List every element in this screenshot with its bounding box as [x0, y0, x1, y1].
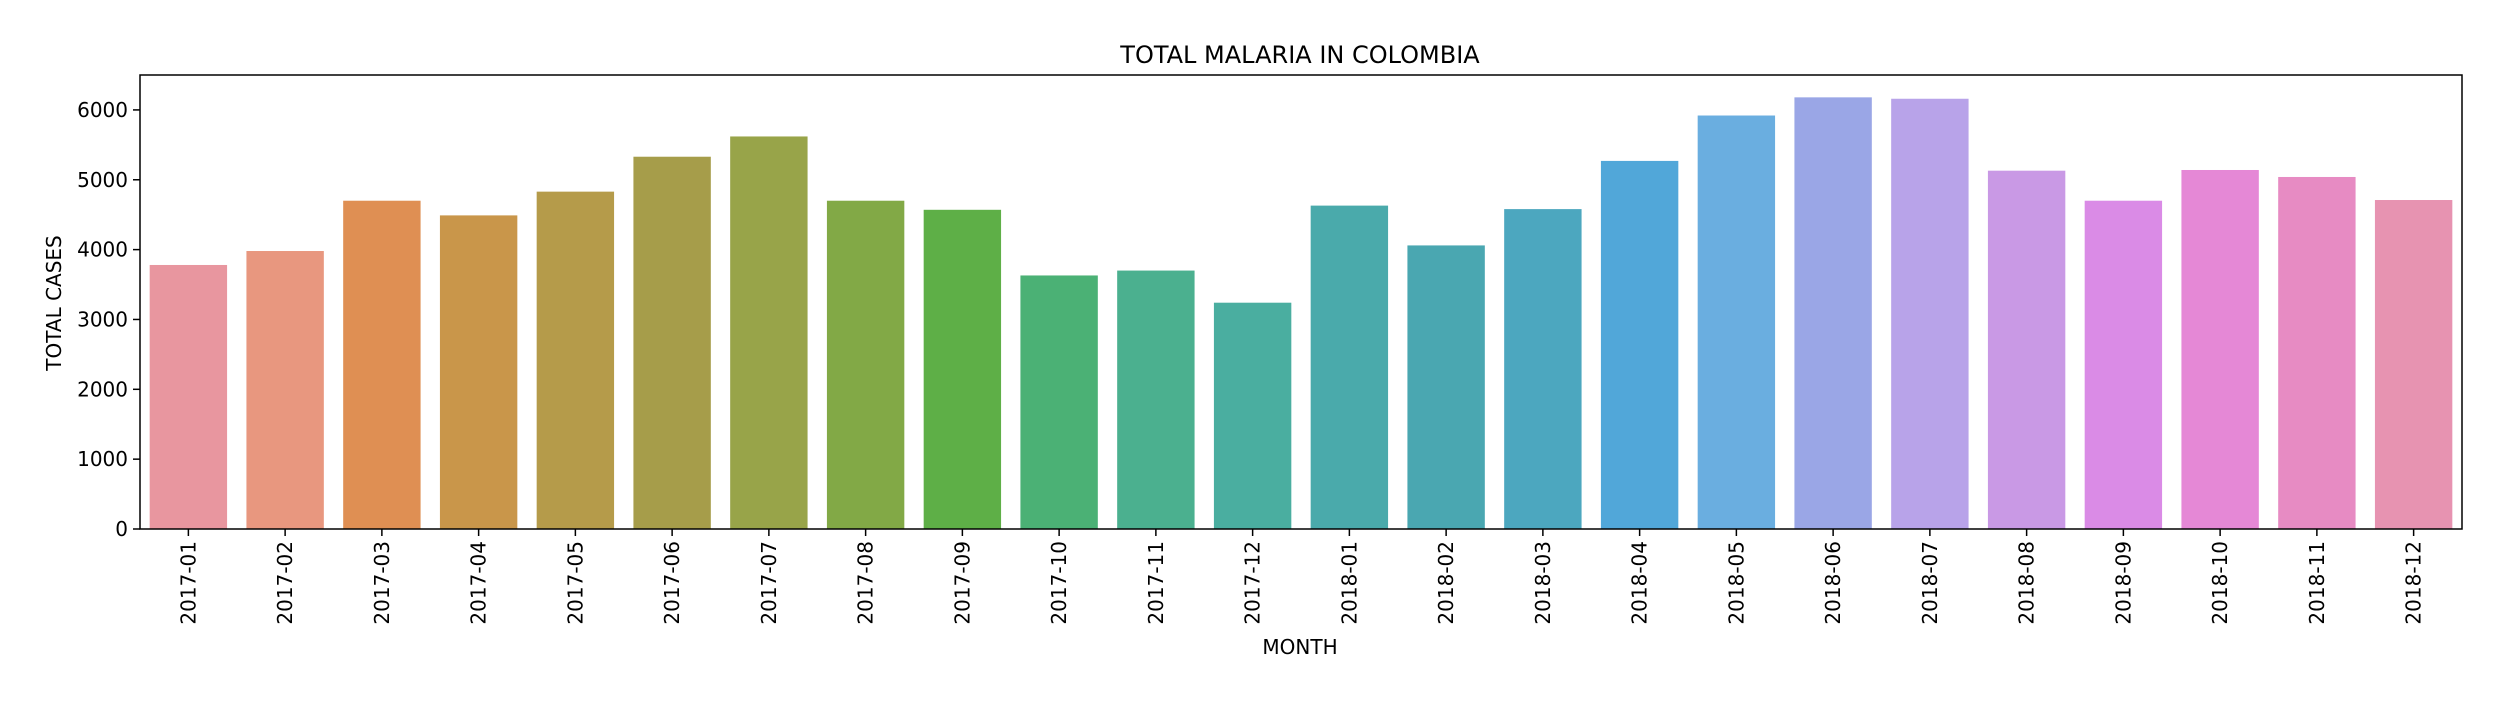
chart-title: TOTAL MALARIA IN COLOMBIA — [1119, 41, 1480, 69]
x-tick-label: 2018-01 — [1337, 541, 1361, 625]
x-tick-label: 2017-05 — [563, 541, 587, 625]
bar-2018-06 — [1794, 97, 1872, 529]
bar-2017-09 — [923, 209, 1002, 530]
bar-2017-07 — [730, 136, 808, 529]
x-tick-label: 2018-04 — [1628, 541, 1652, 625]
x-tick-label: 2017-07 — [757, 541, 781, 625]
bar-2017-11 — [1117, 270, 1195, 529]
x-tick-label: 2018-12 — [2402, 541, 2426, 625]
y-tick-label: 5000 — [77, 168, 128, 192]
y-tick-label: 6000 — [77, 98, 128, 122]
bar-2017-03 — [343, 200, 421, 529]
bar-2018-11 — [2278, 176, 2356, 530]
x-tick-label: 2017-03 — [370, 541, 394, 625]
bar-2018-09 — [2084, 200, 2163, 529]
x-tick-label: 2017-02 — [273, 541, 297, 625]
bar-2018-10 — [2181, 169, 2259, 530]
x-tick-label: 2017-06 — [660, 541, 684, 625]
x-tick-label: 2017-01 — [176, 541, 200, 625]
x-tick-label: 2017-11 — [1144, 541, 1168, 625]
x-axis-ticks: 2017-01 2017-02 2017-03 2017-04 2017-05 2017-… — [176, 529, 2426, 625]
x-tick-label: 2018-09 — [2111, 541, 2135, 625]
bar-2017-08 — [826, 200, 905, 529]
bar-2018-05 — [1697, 115, 1776, 529]
bar-2017-10 — [1020, 275, 1098, 529]
y-tick-label: 0 — [115, 517, 128, 541]
x-axis-label: MONTH — [1262, 635, 1337, 659]
x-tick-label: 2018-08 — [2015, 541, 2039, 625]
x-tick-label: 2018-02 — [1434, 541, 1458, 625]
x-tick-label: 2017-10 — [1047, 541, 1071, 625]
x-tick-label: 2018-10 — [2208, 541, 2232, 625]
x-tick-label: 2018-05 — [1724, 541, 1748, 625]
bar-2017-05 — [536, 191, 615, 529]
bar-2017-06 — [633, 156, 711, 529]
x-tick-label: 2018-07 — [1918, 541, 1942, 625]
y-tick-label: 2000 — [77, 377, 128, 401]
bar-2017-04 — [439, 215, 518, 529]
y-tick-label: 1000 — [77, 447, 128, 471]
bars-group — [149, 97, 2453, 530]
x-tick-label: 2017-09 — [950, 541, 974, 625]
bar-2018-04 — [1600, 160, 1679, 529]
x-tick-label: 2017-12 — [1241, 541, 1265, 625]
bar-2017-01 — [149, 264, 228, 529]
plot-frame — [139, 74, 2463, 530]
bar-2018-01 — [1310, 205, 1389, 530]
bar-2017-12 — [1213, 302, 1292, 529]
x-tick-label: 2017-08 — [854, 541, 878, 625]
bar-2018-12 — [2374, 200, 2453, 529]
y-tick-label: 4000 — [77, 238, 128, 262]
bar-2018-02 — [1407, 245, 1485, 530]
bar-2018-07 — [1891, 98, 1969, 529]
x-tick-label: 2018-11 — [2305, 541, 2329, 625]
bar-2017-02 — [246, 251, 324, 529]
bar-2018-08 — [1987, 170, 2066, 529]
x-tick-label: 2017-04 — [467, 541, 491, 625]
x-tick-label: 2018-06 — [1821, 541, 1845, 625]
y-axis-label: TOTAL CASES — [42, 235, 66, 371]
x-tick-label: 2018-03 — [1531, 541, 1555, 625]
bar-2018-03 — [1504, 209, 1582, 529]
y-axis-ticks: 0 1000 2000 3000 4000 5000 6000 — [77, 98, 140, 541]
y-tick-label: 3000 — [77, 307, 128, 331]
